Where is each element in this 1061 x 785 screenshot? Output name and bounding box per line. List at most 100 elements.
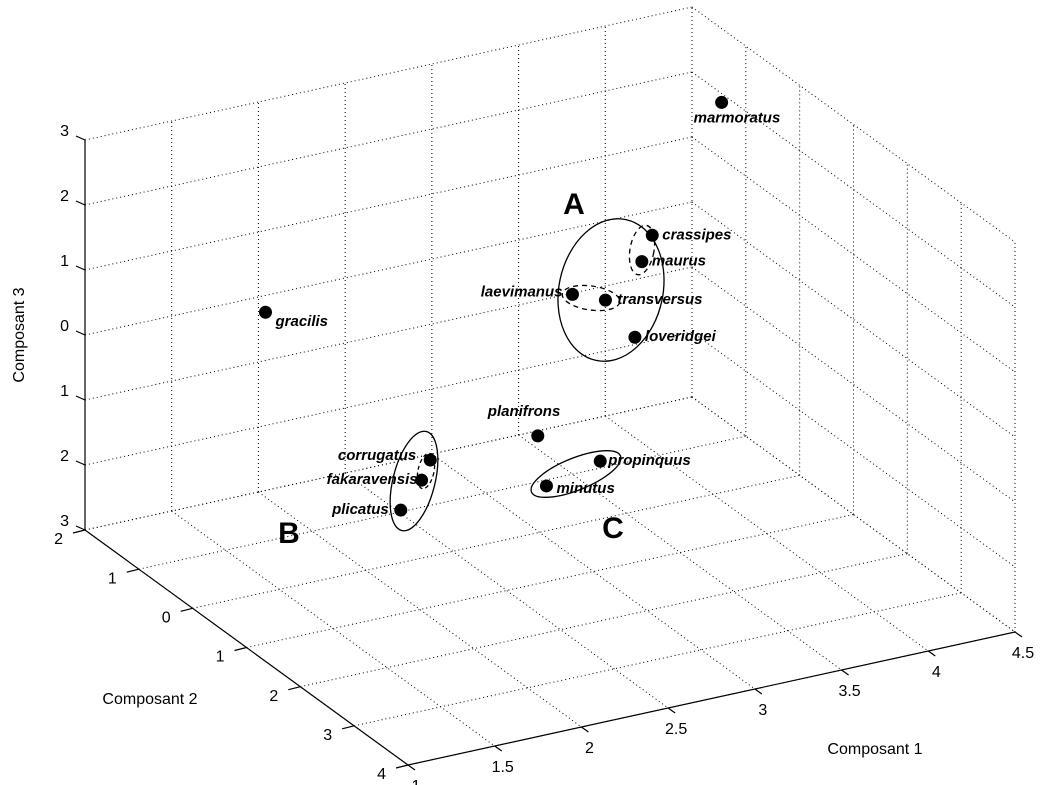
grid-line bbox=[691, 201, 1016, 438]
x-tick-label: 2 bbox=[585, 740, 594, 757]
grid-line bbox=[84, 71, 693, 206]
x-tick-label: 4.5 bbox=[1012, 645, 1034, 662]
y-tick bbox=[395, 764, 409, 769]
point bbox=[593, 454, 607, 468]
point bbox=[531, 429, 545, 443]
z-axis-title: Composant 3 bbox=[11, 287, 28, 382]
point-label: transversus bbox=[617, 291, 702, 308]
point-label: crassipes bbox=[662, 226, 731, 243]
z-tick bbox=[75, 525, 86, 531]
z-tick-label: 0 bbox=[60, 318, 69, 335]
cluster-outlines bbox=[389, 218, 665, 532]
z-tick-label: 1 bbox=[60, 383, 69, 400]
y-tick bbox=[342, 725, 355, 730]
cluster-label: A bbox=[563, 188, 585, 221]
point-label: loveridgei bbox=[645, 328, 717, 345]
point-label: marmoratus bbox=[694, 109, 781, 126]
point-label: propinquus bbox=[607, 452, 691, 469]
x-tick-label: 2.5 bbox=[665, 721, 687, 738]
z-tick bbox=[75, 460, 86, 466]
cluster-label: B bbox=[278, 517, 300, 550]
grid-line bbox=[84, 331, 693, 466]
point-label: plicatus bbox=[331, 501, 389, 518]
x-tick bbox=[1014, 631, 1023, 638]
x-tick bbox=[407, 764, 416, 771]
y-tick-label: 2 bbox=[269, 688, 278, 705]
grid-line bbox=[691, 266, 1016, 503]
grid-line bbox=[258, 491, 582, 728]
subcluster bbox=[561, 284, 621, 312]
point bbox=[394, 503, 408, 517]
point bbox=[635, 255, 649, 269]
x-tick bbox=[667, 707, 676, 714]
y-tick bbox=[126, 568, 139, 573]
x-axis-title: Composant 1 bbox=[827, 741, 922, 758]
z-tick bbox=[75, 135, 86, 141]
grid-line bbox=[300, 553, 908, 688]
subcluster bbox=[416, 452, 436, 490]
z-tick-label: 3 bbox=[60, 513, 69, 530]
point bbox=[415, 473, 429, 487]
y-tick bbox=[234, 646, 247, 652]
cluster-c bbox=[530, 450, 622, 498]
y-tick-label: 1 bbox=[108, 570, 117, 587]
y-tick-label: 1 bbox=[216, 649, 225, 666]
point bbox=[259, 305, 273, 319]
grid-line bbox=[431, 453, 756, 690]
grid-line bbox=[691, 71, 1016, 308]
z-tick-label: 1 bbox=[60, 253, 69, 270]
x-tick bbox=[927, 650, 936, 657]
cluster-b bbox=[389, 430, 439, 532]
point-label: maurus bbox=[652, 253, 706, 270]
x-tick-label: 1.5 bbox=[492, 759, 514, 776]
x-tick bbox=[581, 726, 589, 733]
z-tick-label: 2 bbox=[60, 188, 69, 205]
cluster-label: C bbox=[602, 512, 624, 545]
point-label: planifrons bbox=[487, 403, 561, 420]
x-tick-label: 4 bbox=[932, 664, 941, 681]
z-tick-label: 3 bbox=[60, 123, 69, 140]
cluster-a bbox=[557, 218, 665, 362]
z-tick bbox=[75, 395, 86, 401]
point-label: corrugatus bbox=[338, 447, 416, 464]
x-tick bbox=[841, 669, 849, 676]
grid-line bbox=[84, 266, 693, 401]
x-tick-label: 3 bbox=[758, 702, 767, 719]
x-tick-label: 1 bbox=[412, 778, 421, 785]
y-tick bbox=[72, 529, 86, 534]
subcluster bbox=[628, 224, 656, 276]
point-label: minutus bbox=[556, 480, 614, 497]
grid-line bbox=[84, 201, 693, 336]
point bbox=[539, 479, 553, 493]
point bbox=[565, 287, 579, 301]
grid-line bbox=[84, 136, 693, 271]
x-tick bbox=[494, 745, 503, 752]
y-axis-title: Composant 2 bbox=[102, 691, 197, 708]
y-tick bbox=[288, 686, 301, 691]
y-tick-label: 3 bbox=[323, 727, 332, 744]
x-tick-label: 3.5 bbox=[838, 683, 860, 700]
x-axis bbox=[407, 631, 1016, 766]
point-label: fakaravensis bbox=[327, 471, 418, 488]
grid-line bbox=[344, 472, 669, 709]
grid-line bbox=[246, 514, 854, 648]
grid-line bbox=[84, 6, 693, 141]
y-tick-label: 4 bbox=[377, 766, 386, 783]
z-tick bbox=[75, 265, 86, 271]
point bbox=[628, 330, 642, 344]
y-tick-label: 0 bbox=[162, 610, 171, 627]
y-tick bbox=[180, 607, 193, 612]
grid-line bbox=[354, 592, 962, 727]
grid-line bbox=[691, 396, 1016, 633]
grid-line bbox=[518, 434, 842, 671]
y-tick-label: 2 bbox=[54, 531, 63, 548]
point-label: laevimanus bbox=[481, 283, 563, 300]
grid-line bbox=[691, 6, 1016, 243]
point bbox=[598, 293, 612, 307]
x-tick bbox=[754, 688, 763, 695]
grid-line bbox=[691, 331, 1016, 568]
point-label: gracilis bbox=[275, 313, 329, 330]
point bbox=[715, 95, 729, 109]
z-tick bbox=[75, 200, 86, 206]
